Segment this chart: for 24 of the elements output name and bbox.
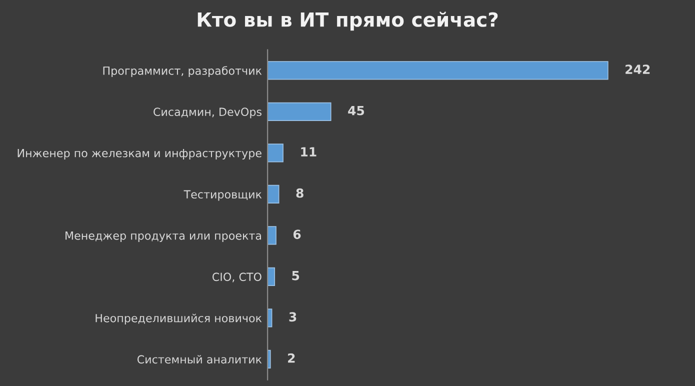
chart-title: Кто вы в ИТ прямо сейчас? <box>198 12 498 31</box>
y-tick-label: Сисадмин, DevOps <box>154 108 262 118</box>
y-tick-label: Системный аналитик <box>137 355 262 364</box>
bar <box>268 350 271 368</box>
bar <box>268 226 276 245</box>
data-label: 242 <box>626 64 650 74</box>
data-label: 2 <box>288 353 295 363</box>
y-tick-label: Неопределившийся новичок <box>96 314 262 324</box>
bar <box>268 267 276 286</box>
y-tick-label: Тестировщик <box>184 190 262 201</box>
data-label: 3 <box>289 312 296 322</box>
y-tick-label: Программист, разработчик <box>103 66 262 78</box>
bar <box>268 102 332 121</box>
data-label: 45 <box>348 106 364 116</box>
data-label: 11 <box>301 147 316 156</box>
bar <box>268 184 280 204</box>
data-label: 8 <box>296 188 304 198</box>
data-label: 5 <box>292 271 300 280</box>
bar <box>268 61 608 80</box>
bar <box>268 144 284 162</box>
data-label: 6 <box>293 230 301 240</box>
y-tick-label: Менеджер продукта или проекта <box>66 232 262 242</box>
y-tick-label: CIO, CTO <box>212 272 262 282</box>
y-tick-label: Инженер по железкам и инфраструктуре <box>18 149 262 160</box>
